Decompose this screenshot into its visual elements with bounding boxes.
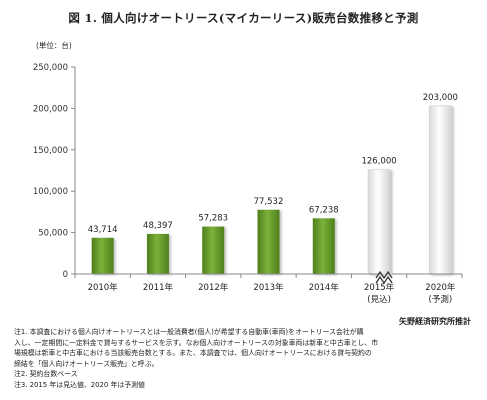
note-line: 注2. 契約台数ベース	[14, 370, 78, 379]
figure-title: 図 1. 個人向けオートリース(マイカーリース)販売台数推移と予測	[68, 11, 419, 25]
data-label: 57,283	[198, 214, 228, 224]
y-tick-label: 0	[63, 270, 68, 280]
data-label: 126,000	[361, 157, 396, 167]
y-tick-label: 200,000	[33, 104, 68, 114]
axis-break-icon	[375, 270, 393, 285]
y-tick-label: 150,000	[33, 146, 68, 156]
data-label: 43,714	[88, 225, 118, 235]
x-tick-label: 2013年	[253, 282, 284, 293]
bar-2020年	[429, 105, 452, 275]
x-tick-sublabel: (見込)	[367, 294, 391, 305]
bar-2012年	[202, 226, 225, 274]
y-tick-label: 100,000	[33, 187, 68, 197]
x-tick-label: 2011年	[143, 282, 174, 293]
data-label: 203,000	[423, 93, 458, 103]
unit-label: (単位：台)	[36, 41, 72, 50]
y-tick-label: 50,000	[38, 229, 68, 239]
data-label: 48,397	[143, 221, 173, 231]
note-line: 場規模は新車と中古車における当該販売台数とする。また、本調査では、個人向けオート…	[14, 349, 372, 358]
y-tick-label: 250,000	[33, 63, 68, 73]
note-line: 締結を「個人向けオートリース販売」と呼ぶ。	[14, 359, 159, 368]
bar-2013年	[257, 209, 280, 274]
bar-2015年	[367, 169, 391, 275]
bar-2014年	[312, 218, 335, 274]
footnotes: 注1. 本調査における個人向けオートリースとは一般消費者(個人)が希望する自動車…	[14, 327, 476, 391]
x-tick-sublabel: (予測)	[429, 294, 453, 305]
x-tick-label: 2014年	[309, 282, 340, 293]
bar-2010年	[91, 237, 114, 274]
bar-2011年	[146, 233, 169, 274]
note-line: 注1. 本調査における個人向けオートリースとは一般消費者(個人)が希望する自動車…	[14, 328, 364, 336]
note-line: 注3. 2015 年は見込値、2020 年は予測値	[14, 380, 145, 389]
bar-chart: 0 50,000 100,000 150,000 200,000 250,000 43,7…	[33, 63, 463, 305]
data-label: 67,238	[309, 205, 339, 215]
x-tick-label: 2010年	[88, 282, 119, 293]
x-tick-label: 2020年	[425, 282, 456, 293]
x-tick-label: 2015年	[364, 282, 395, 293]
note-line: 入し、一定期間に一定料金で貸与するサービスを示す。なお個人向けオートリースの対象…	[14, 338, 379, 347]
source-credit: 矢野経済研究所推計	[399, 317, 471, 326]
data-label: 77,532	[254, 197, 284, 207]
x-tick-label: 2012年	[198, 282, 229, 293]
